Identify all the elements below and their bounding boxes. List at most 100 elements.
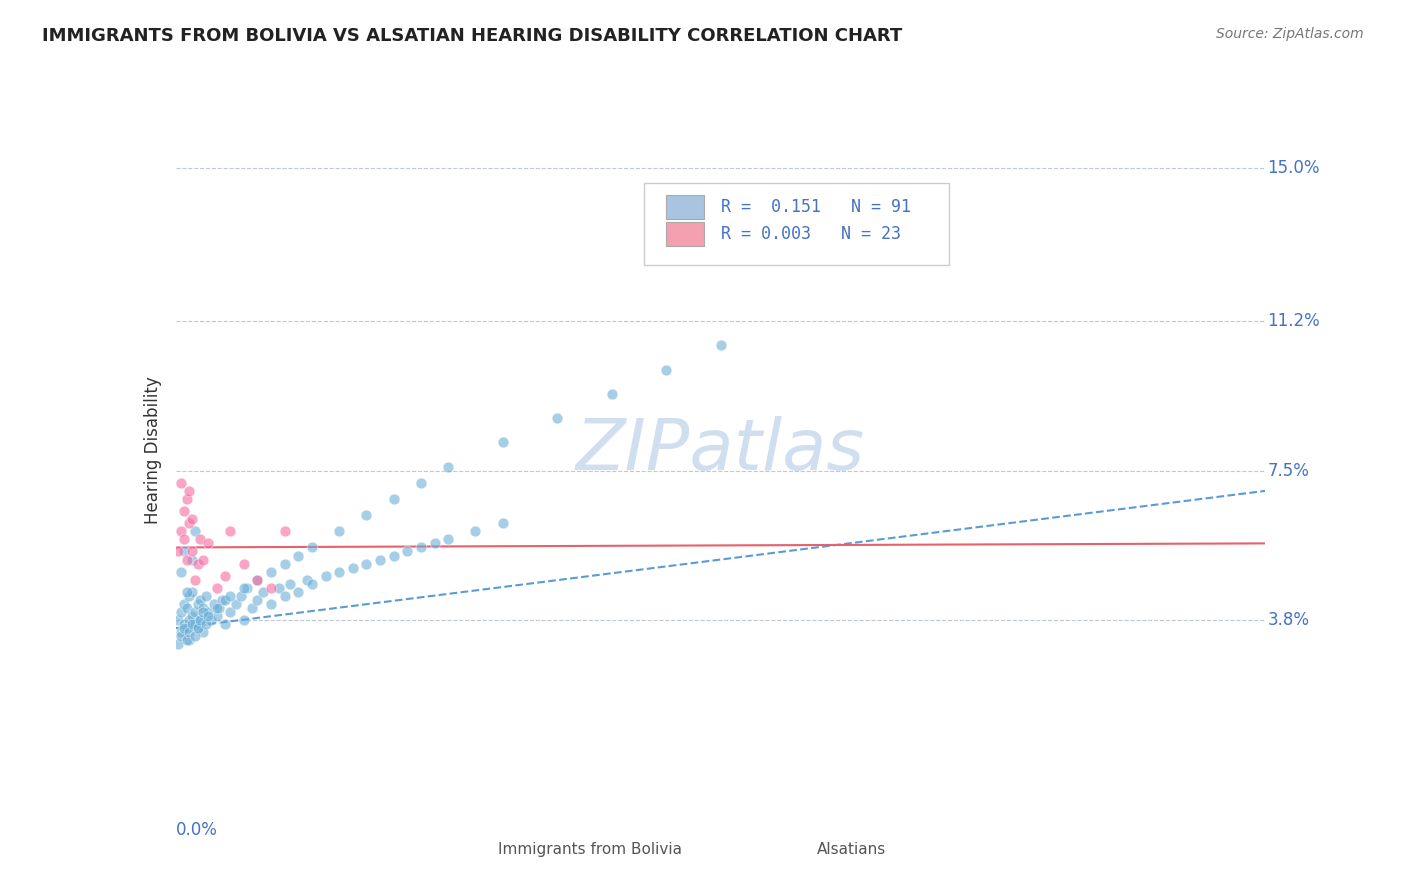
Point bbox=[269, 581, 291, 595]
Point bbox=[181, 609, 204, 624]
Text: Source: ZipAtlas.com: Source: ZipAtlas.com bbox=[1216, 27, 1364, 41]
Text: R =  0.151   N = 91: R = 0.151 N = 91 bbox=[721, 198, 911, 216]
Point bbox=[240, 601, 263, 615]
Point bbox=[225, 597, 247, 611]
Point bbox=[464, 524, 486, 539]
Point bbox=[176, 601, 198, 615]
FancyBboxPatch shape bbox=[481, 825, 498, 846]
Text: 0.0%: 0.0% bbox=[176, 822, 218, 839]
Point bbox=[191, 601, 214, 615]
Point bbox=[170, 605, 193, 619]
Point bbox=[492, 435, 515, 450]
Point bbox=[423, 536, 446, 550]
Point bbox=[232, 613, 254, 627]
Point bbox=[274, 557, 297, 571]
Point bbox=[356, 508, 378, 522]
Point bbox=[246, 573, 269, 587]
Point bbox=[214, 617, 236, 632]
Point bbox=[179, 589, 201, 603]
Point bbox=[176, 633, 198, 648]
Point bbox=[328, 524, 350, 539]
Point bbox=[194, 617, 217, 632]
Point bbox=[287, 549, 309, 563]
Point bbox=[200, 613, 222, 627]
Point bbox=[167, 637, 190, 651]
Point bbox=[252, 585, 274, 599]
Point bbox=[191, 605, 214, 619]
Point bbox=[492, 516, 515, 531]
Point bbox=[295, 573, 318, 587]
Point bbox=[176, 552, 198, 566]
Point bbox=[186, 557, 209, 571]
Point bbox=[173, 544, 195, 558]
Point bbox=[546, 411, 568, 425]
Point bbox=[186, 597, 209, 611]
Point bbox=[173, 504, 195, 518]
Point bbox=[260, 597, 283, 611]
Point bbox=[167, 544, 190, 558]
Point bbox=[179, 613, 201, 627]
Y-axis label: Hearing Disability: Hearing Disability bbox=[143, 376, 162, 524]
Point bbox=[186, 621, 209, 635]
Point bbox=[205, 581, 228, 595]
Point bbox=[181, 617, 204, 632]
Point bbox=[176, 491, 198, 506]
Point bbox=[179, 625, 201, 640]
Text: Alsatians: Alsatians bbox=[817, 842, 886, 857]
Point bbox=[260, 581, 283, 595]
Point bbox=[710, 338, 733, 352]
Point bbox=[173, 533, 195, 547]
Point bbox=[437, 533, 460, 547]
Point bbox=[287, 585, 309, 599]
Point bbox=[170, 565, 193, 579]
Point bbox=[219, 524, 242, 539]
Point bbox=[176, 585, 198, 599]
Point bbox=[173, 621, 195, 635]
Point bbox=[382, 549, 405, 563]
Point bbox=[170, 625, 193, 640]
Point bbox=[179, 633, 201, 648]
Point bbox=[315, 568, 337, 582]
Text: 11.2%: 11.2% bbox=[1268, 312, 1320, 330]
Point bbox=[181, 585, 204, 599]
Point bbox=[181, 544, 204, 558]
Point bbox=[194, 589, 217, 603]
Point bbox=[396, 544, 419, 558]
Text: ZIPatlas: ZIPatlas bbox=[576, 416, 865, 485]
Text: Immigrants from Bolivia: Immigrants from Bolivia bbox=[498, 842, 682, 857]
Point bbox=[184, 524, 207, 539]
Point bbox=[188, 613, 211, 627]
Point bbox=[170, 524, 193, 539]
Point bbox=[382, 491, 405, 506]
Point bbox=[214, 568, 236, 582]
Point bbox=[188, 613, 211, 627]
Point bbox=[211, 593, 233, 607]
Point bbox=[409, 541, 432, 555]
Point bbox=[208, 601, 231, 615]
Point bbox=[205, 601, 228, 615]
Point bbox=[356, 557, 378, 571]
Point bbox=[184, 617, 207, 632]
Point bbox=[176, 621, 198, 635]
Point bbox=[173, 597, 195, 611]
Point bbox=[274, 589, 297, 603]
Point bbox=[184, 573, 207, 587]
Point bbox=[232, 581, 254, 595]
Point bbox=[246, 593, 269, 607]
FancyBboxPatch shape bbox=[666, 194, 704, 219]
Point bbox=[197, 609, 219, 624]
Point bbox=[181, 512, 204, 526]
Point bbox=[260, 565, 283, 579]
Point bbox=[167, 613, 190, 627]
Point bbox=[235, 581, 257, 595]
Point bbox=[368, 552, 391, 566]
Text: IMMIGRANTS FROM BOLIVIA VS ALSATIAN HEARING DISABILITY CORRELATION CHART: IMMIGRANTS FROM BOLIVIA VS ALSATIAN HEAR… bbox=[42, 27, 903, 45]
Point bbox=[188, 593, 211, 607]
Point bbox=[342, 560, 364, 574]
Point bbox=[170, 629, 193, 643]
Text: 3.8%: 3.8% bbox=[1268, 611, 1309, 629]
Point bbox=[214, 593, 236, 607]
Point bbox=[202, 597, 225, 611]
Point bbox=[437, 459, 460, 474]
Point bbox=[170, 475, 193, 490]
